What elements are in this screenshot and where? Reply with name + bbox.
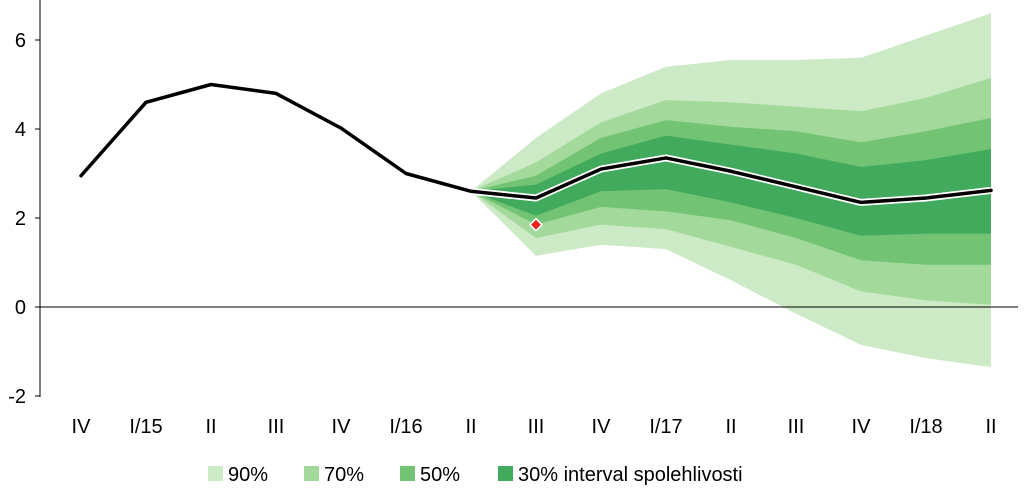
x-tick-label: II	[465, 416, 476, 438]
y-tick-label: 0	[15, 297, 26, 319]
y-tick-label: -2	[8, 386, 26, 408]
actual-value-marker	[528, 217, 544, 232]
x-tick-label: IV	[852, 416, 872, 438]
x-tick-label: III	[788, 416, 805, 438]
x-tick-label: II	[205, 416, 216, 438]
x-tick-label: I/15	[129, 416, 162, 438]
x-tick-label: I/17	[649, 416, 682, 438]
y-tick-label: 2	[15, 208, 26, 230]
legend-label: 50%	[420, 464, 460, 486]
confidence-bands	[471, 13, 991, 368]
legend-label: 90%	[228, 464, 268, 486]
x-tick-label: III	[268, 416, 285, 438]
x-tick-label: IV	[332, 416, 352, 438]
x-tick-label: IV	[592, 416, 612, 438]
x-tick-label: I/16	[389, 416, 422, 438]
markers	[528, 217, 544, 232]
legend-label: 70%	[324, 464, 364, 486]
legend-label: 30% interval spolehlivosti	[518, 464, 743, 486]
series-lines	[79, 82, 993, 206]
y-tick-label: 6	[15, 30, 26, 52]
legend: 90% 70% 50% 30% interval spolehlivosti	[208, 464, 743, 486]
x-tick-label: II	[725, 416, 736, 438]
x-tick-label: IV	[72, 416, 92, 438]
x-tick-label: II	[985, 416, 996, 438]
y-tick-label: 4	[15, 119, 26, 141]
legend-swatch	[304, 466, 319, 481]
legend-swatch	[400, 466, 415, 481]
x-tick-label: III	[528, 416, 545, 438]
legend-swatch	[208, 466, 223, 481]
x-tick-label: I/18	[909, 416, 942, 438]
series-line	[79, 82, 993, 205]
band-30pct	[471, 135, 991, 236]
legend-swatch	[498, 466, 513, 481]
